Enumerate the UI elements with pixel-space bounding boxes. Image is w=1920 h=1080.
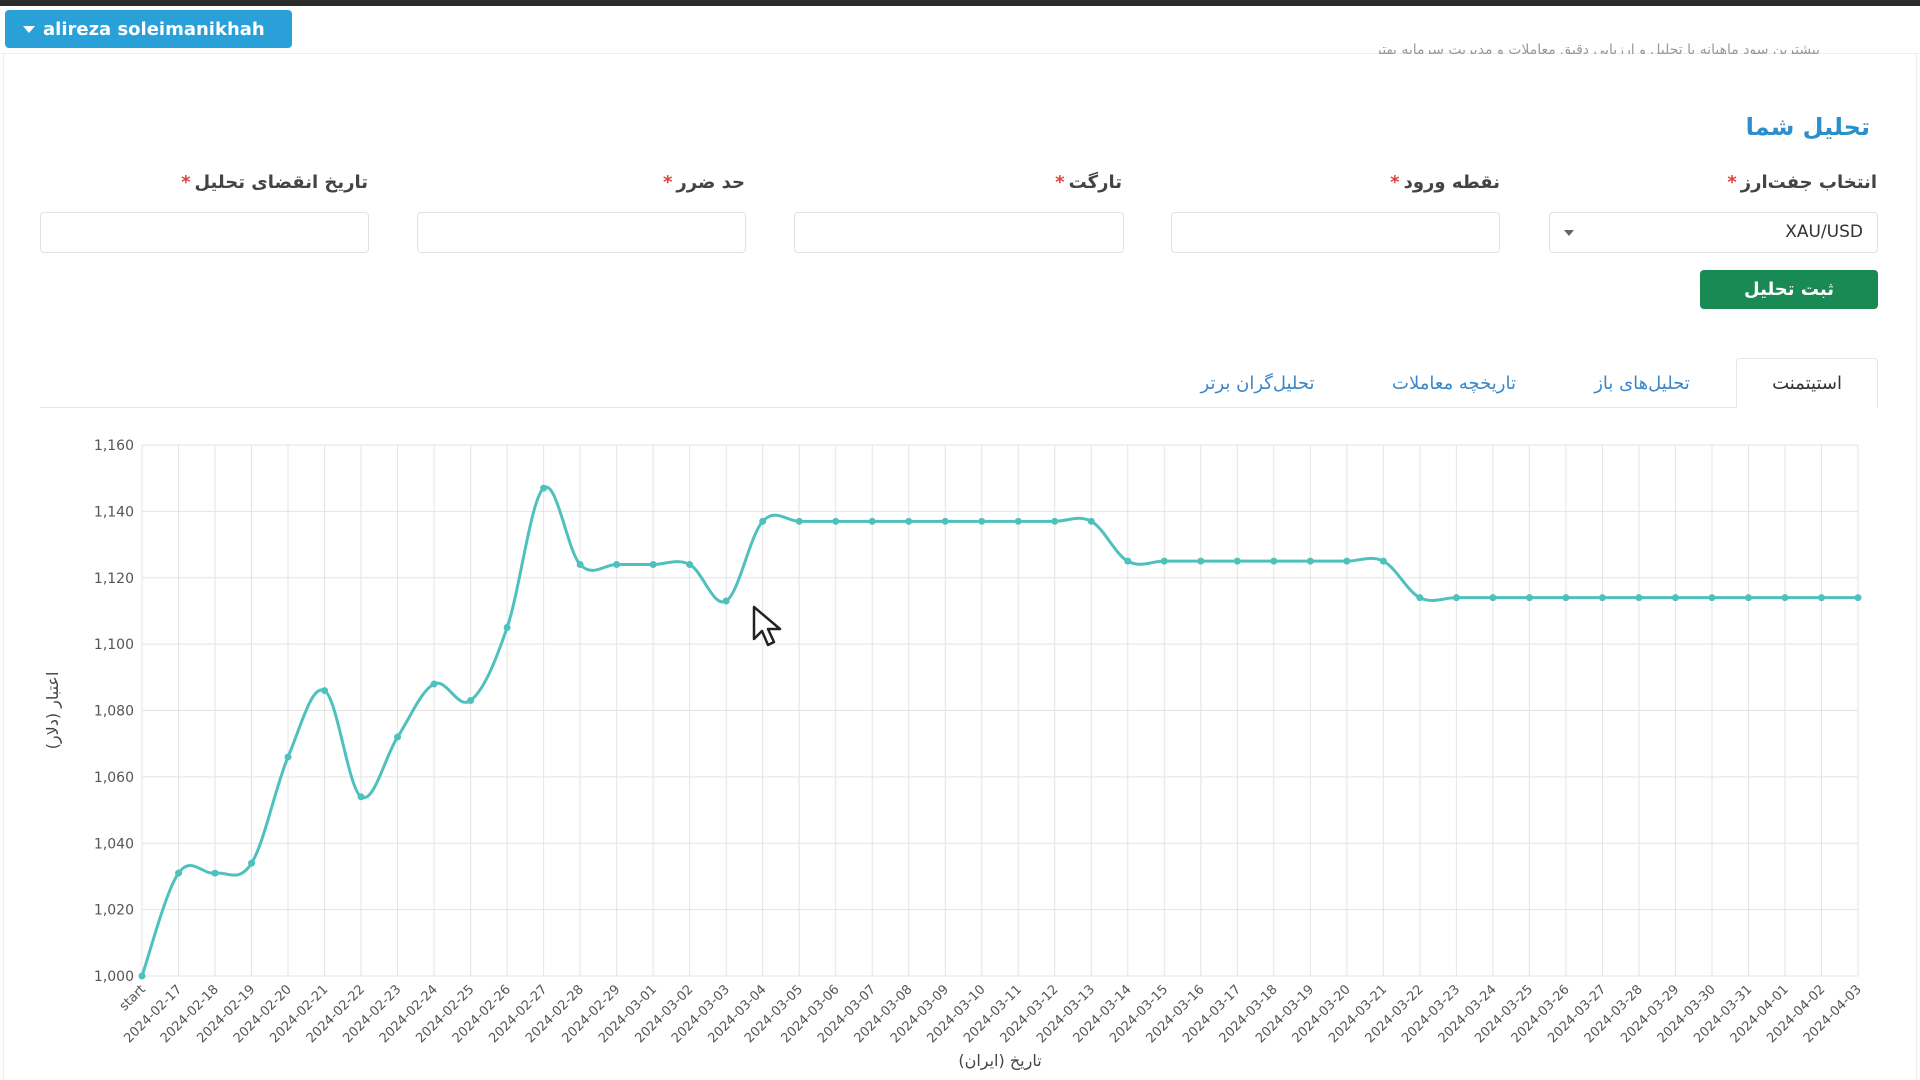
entry-input[interactable] (1171, 212, 1500, 253)
data-point (430, 680, 438, 688)
data-point (905, 517, 913, 525)
entry-label: نقطه ورود* (1390, 172, 1500, 193)
data-point (1635, 594, 1643, 602)
x-axis-ticks: start2024-02-172024-02-182024-02-192024-… (117, 982, 1865, 1046)
data-point (941, 517, 949, 525)
data-point (1379, 557, 1387, 565)
tabs-bar: استیتمنت تحلیل‌های باز تاریخچه معاملات ت… (40, 358, 1878, 408)
statement-chart: 1,000 1,020 1,040 1,060 1,080 1,100 1,120 1,140… (43, 438, 1865, 1070)
tab-statement[interactable]: استیتمنت (1736, 358, 1878, 408)
target-label: تارگت* (1055, 172, 1122, 193)
data-point (248, 859, 256, 867)
data-point (540, 484, 548, 492)
submit-analysis-button[interactable]: ثبت تحلیل (1700, 270, 1878, 309)
section-title: تحلیل شما (1745, 113, 1870, 141)
window-top-strip (0, 0, 1920, 6)
tab-top-analysts[interactable]: تحلیل‌گران برتر (1200, 372, 1315, 394)
data-point (503, 624, 511, 632)
data-point (1343, 557, 1351, 565)
y-tick-label: 1,060 (94, 770, 134, 786)
chart-grid (141, 444, 1859, 977)
data-point (978, 517, 986, 525)
data-point (649, 560, 657, 568)
data-point (1416, 594, 1424, 602)
data-point (795, 517, 803, 525)
data-point (1744, 594, 1752, 602)
data-point (1817, 594, 1825, 602)
data-point (868, 517, 876, 525)
y-tick-label: 1,100 (94, 637, 134, 653)
user-name: alireza soleimanikhah (43, 18, 265, 40)
data-point (1671, 594, 1679, 602)
x-axis-title: تاریخ (ایران) (958, 1051, 1041, 1070)
target-input[interactable] (794, 212, 1124, 253)
pair-label: انتخاب جفت‌ارز* (1727, 172, 1877, 193)
data-point (1051, 517, 1059, 525)
tab-trade-history[interactable]: تاریخچه معاملات (1392, 372, 1516, 394)
data-point (1197, 557, 1205, 565)
y-tick-label: 1,140 (94, 504, 134, 520)
data-point (138, 972, 146, 980)
data-point (394, 733, 402, 741)
mouse-pointer-icon (752, 605, 782, 647)
series-line (140, 485, 1858, 977)
data-point (467, 697, 475, 705)
data-point (175, 869, 183, 877)
chevron-down-icon (1564, 230, 1574, 236)
data-point (686, 560, 694, 568)
y-tick-label: 1,020 (94, 903, 134, 919)
data-point (613, 560, 621, 568)
data-point (1598, 594, 1606, 602)
caret-down-icon (23, 25, 35, 33)
data-point (1489, 594, 1497, 602)
tab-open-analyses[interactable]: تحلیل‌های باز (1594, 372, 1690, 394)
y-axis-title: اعتبار (دلار) (43, 672, 63, 750)
y-tick-label: 1,040 (94, 836, 134, 852)
data-point (1525, 594, 1533, 602)
data-point (576, 560, 584, 568)
stoploss-input[interactable] (417, 212, 746, 253)
stoploss-label: حد ضرر* (662, 172, 745, 193)
data-point (1160, 557, 1168, 565)
data-point (1233, 557, 1241, 565)
data-point (1854, 594, 1862, 602)
data-point (1087, 517, 1095, 525)
x-tick-label: start (117, 982, 149, 1014)
expiry-label: تاریخ انقضای تحلیل* (181, 172, 368, 193)
data-point (759, 517, 767, 525)
data-point (1562, 594, 1570, 602)
data-point (284, 753, 292, 761)
pair-select-value: XAU/USD (1785, 222, 1863, 242)
data-point (1781, 594, 1789, 602)
y-tick-label: 1,160 (94, 438, 134, 454)
pair-select[interactable]: XAU/USD (1549, 212, 1878, 253)
data-point (357, 793, 365, 801)
data-point (1306, 557, 1314, 565)
user-menu-button[interactable]: alireza soleimanikhah (5, 10, 292, 48)
y-tick-label: 1,080 (94, 704, 134, 720)
data-point (1452, 594, 1460, 602)
y-tick-label: 1,120 (94, 571, 134, 587)
data-point (832, 517, 840, 525)
y-tick-label: 1,000 (94, 969, 134, 985)
series-points (138, 484, 1862, 980)
data-point (1014, 517, 1022, 525)
data-point (211, 869, 219, 877)
data-point (722, 597, 730, 605)
data-point (1708, 594, 1716, 602)
data-point (1124, 557, 1132, 565)
expiry-date-input[interactable] (40, 212, 369, 253)
y-axis-ticks: 1,000 1,020 1,040 1,060 1,080 1,100 1,120 1,140… (94, 438, 134, 985)
data-point (1270, 557, 1278, 565)
data-point (321, 687, 329, 695)
